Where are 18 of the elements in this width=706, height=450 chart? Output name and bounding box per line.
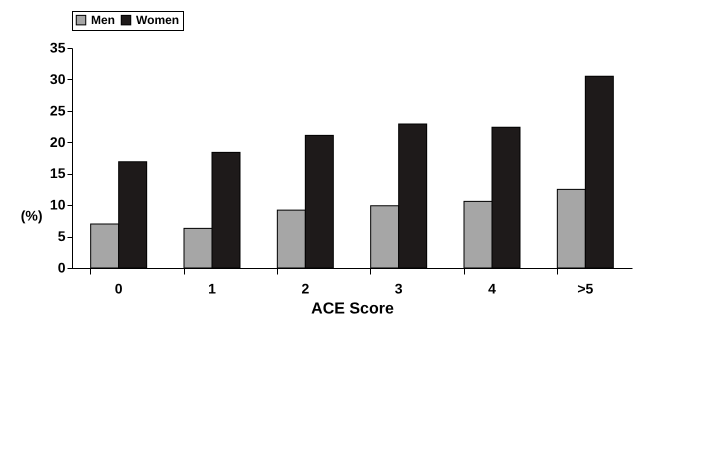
y-tick-label: 25 — [50, 102, 66, 118]
x-tick-label: 0 — [114, 280, 123, 296]
x-tick-label: 2 — [301, 280, 310, 296]
y-tick-label: 30 — [50, 70, 66, 87]
legend-label: Men — [91, 13, 115, 28]
legend-label: Women — [136, 13, 180, 28]
y-tick-label: 0 — [58, 260, 66, 276]
x-tick-label: 3 — [394, 280, 403, 296]
y-tick-label: 15 — [50, 165, 66, 182]
y-tick-label: 10 — [50, 196, 66, 213]
x-tick-label: >5 — [577, 280, 594, 296]
y-tick-label: 20 — [50, 134, 66, 150]
x-tick-label: 4 — [488, 280, 496, 296]
y-axis-title: (%) — [20, 208, 42, 224]
y-tick-label: 5 — [58, 228, 66, 244]
x-axis-title: ACE Score — [311, 300, 394, 318]
x-tick-label: 1 — [208, 280, 216, 296]
y-tick-label: 35 — [50, 40, 66, 56]
